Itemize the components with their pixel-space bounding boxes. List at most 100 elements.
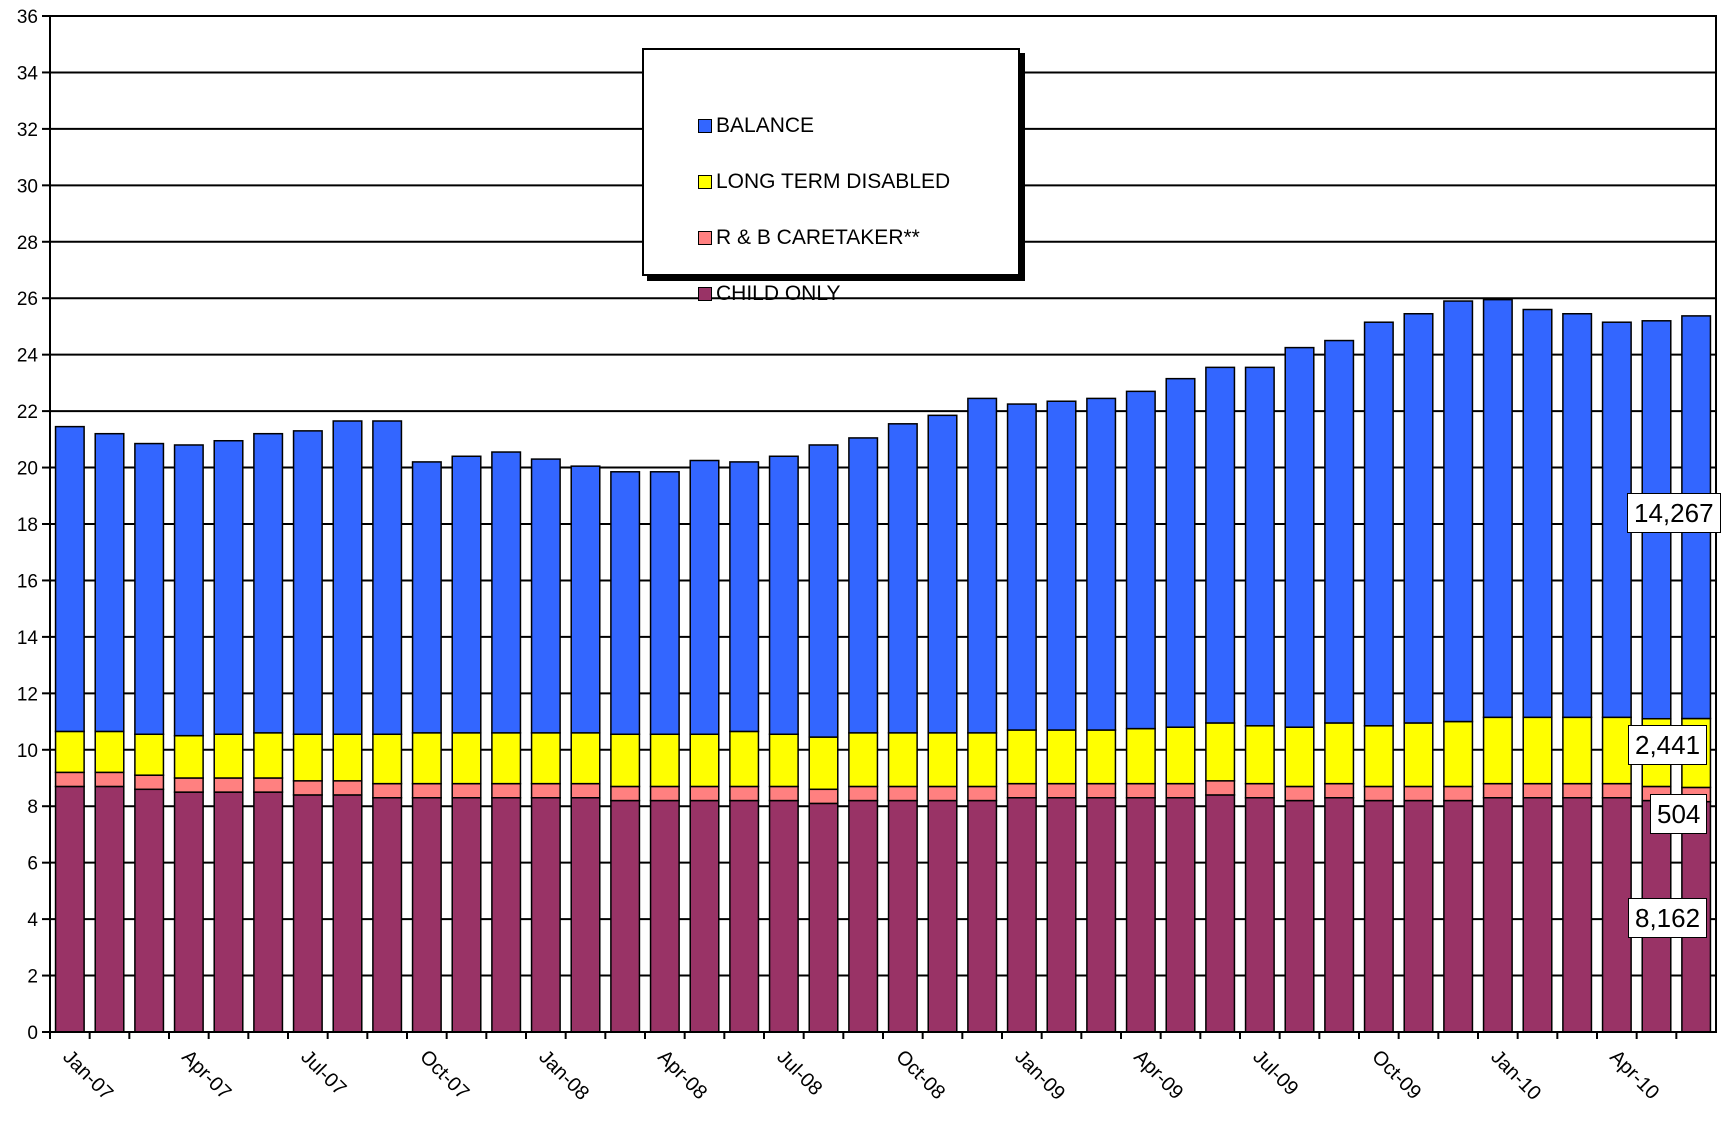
bar-balance (1165, 377, 1196, 728)
bar-r-b-caretaker (927, 785, 958, 802)
bar-long-term-disabled (1205, 722, 1236, 782)
y-tick-label: 8 (27, 797, 38, 818)
legend-item-rb-caretaker: R & B CARETAKER** (698, 226, 920, 250)
bar-long-term-disabled (1363, 725, 1394, 788)
bar-balance (927, 414, 958, 734)
bar-balance (1482, 298, 1513, 719)
y-tick-label: 24 (17, 346, 39, 367)
legend-item-balance: BALANCE (698, 114, 814, 138)
bar-r-b-caretaker (689, 785, 720, 802)
bar-balance (768, 455, 799, 736)
bar-r-b-caretaker (134, 774, 165, 791)
bar-child-only (1244, 797, 1275, 1033)
bar-child-only (372, 797, 403, 1033)
legend-swatch-child-only (698, 287, 712, 301)
bar-long-term-disabled (1125, 727, 1156, 785)
y-tick-label: 20 (17, 459, 38, 480)
bar-balance (1205, 366, 1236, 724)
bar-long-term-disabled (173, 734, 204, 779)
bar-balance (54, 425, 85, 733)
bar-child-only (887, 799, 918, 1033)
bar-long-term-disabled (1562, 716, 1593, 785)
bar-balance (1006, 403, 1037, 731)
y-tick-label: 10 (17, 741, 38, 762)
bar-r-b-caretaker (1403, 785, 1434, 802)
bar-balance (530, 458, 561, 734)
bar-balance (372, 420, 403, 736)
bar-r-b-caretaker (1601, 782, 1632, 799)
x-tick-label: Apr-10 (1605, 1046, 1663, 1104)
bar-r-b-caretaker (530, 782, 561, 799)
bar-long-term-disabled (768, 733, 799, 788)
bar-balance (570, 465, 601, 734)
bar-balance (411, 461, 442, 734)
bar-long-term-disabled (253, 732, 284, 779)
bar-balance (253, 432, 284, 734)
bar-r-b-caretaker (570, 782, 601, 799)
bar-balance (1125, 390, 1156, 730)
bars (54, 298, 1712, 1033)
bar-child-only (1165, 797, 1196, 1033)
bar-r-b-caretaker (848, 785, 879, 802)
bar-r-b-caretaker (1125, 782, 1156, 799)
bar-child-only (1125, 797, 1156, 1033)
bar-balance (1443, 300, 1474, 723)
bar-balance (1046, 400, 1077, 731)
bar-child-only (610, 799, 641, 1033)
bar-long-term-disabled (848, 732, 879, 788)
bar-r-b-caretaker (967, 785, 998, 802)
bar-r-b-caretaker (411, 782, 442, 799)
x-tick-label: Jul-08 (772, 1046, 826, 1100)
y-tick-label: 14 (17, 628, 39, 649)
bar-balance (491, 451, 522, 734)
bar-child-only (1562, 797, 1593, 1033)
bar-long-term-disabled (1046, 729, 1077, 785)
bar-balance (967, 397, 998, 734)
bar-long-term-disabled (887, 732, 918, 788)
bar-balance (173, 444, 204, 737)
bar-long-term-disabled (967, 732, 998, 788)
bar-r-b-caretaker (610, 785, 641, 802)
bar-child-only (491, 797, 522, 1033)
bar-balance (451, 455, 482, 734)
bar-balance (134, 442, 165, 736)
bar-balance (332, 420, 363, 736)
bar-r-b-caretaker (1324, 782, 1355, 799)
bar-r-b-caretaker (292, 780, 323, 796)
bar-child-only (570, 797, 601, 1033)
legend-swatch-balance (698, 119, 712, 133)
bar-long-term-disabled (134, 733, 165, 776)
legend: BALANCE LONG TERM DISABLED R & B CARETAK… (642, 48, 1020, 305)
bar-r-b-caretaker (213, 777, 244, 793)
bar-balance (729, 461, 760, 733)
x-tick-label: Oct-08 (891, 1046, 949, 1104)
bar-child-only (54, 785, 85, 1033)
y-tick-label: 22 (17, 402, 38, 423)
bar-balance (808, 444, 839, 738)
bar-child-only (768, 799, 799, 1033)
data-label-long-term-disabled: 2,441 (1628, 725, 1708, 765)
bar-child-only (729, 799, 760, 1033)
x-tick-label: Apr-07 (177, 1046, 235, 1104)
bar-r-b-caretaker (1482, 782, 1513, 799)
bar-child-only (1324, 797, 1355, 1033)
bar-long-term-disabled (689, 733, 720, 788)
bar-long-term-disabled (1324, 722, 1355, 785)
bar-long-term-disabled (1403, 722, 1434, 788)
x-tick-label: Jul-09 (1248, 1046, 1302, 1100)
bar-child-only (1363, 799, 1394, 1033)
bar-r-b-caretaker (1046, 782, 1077, 799)
y-tick-label: 4 (27, 910, 38, 931)
bar-child-only (927, 799, 958, 1033)
bar-r-b-caretaker (94, 771, 125, 788)
bar-long-term-disabled (1601, 716, 1632, 785)
bar-child-only (808, 802, 839, 1033)
bar-long-term-disabled (808, 736, 839, 791)
data-label-child-only: 8,162 (1628, 898, 1708, 938)
bar-r-b-caretaker (1522, 782, 1553, 799)
bar-long-term-disabled (530, 732, 561, 785)
bar-child-only (253, 791, 284, 1033)
x-tick-label: Oct-07 (415, 1046, 473, 1104)
y-tick-label: 0 (27, 1023, 38, 1044)
bar-child-only (94, 785, 125, 1033)
